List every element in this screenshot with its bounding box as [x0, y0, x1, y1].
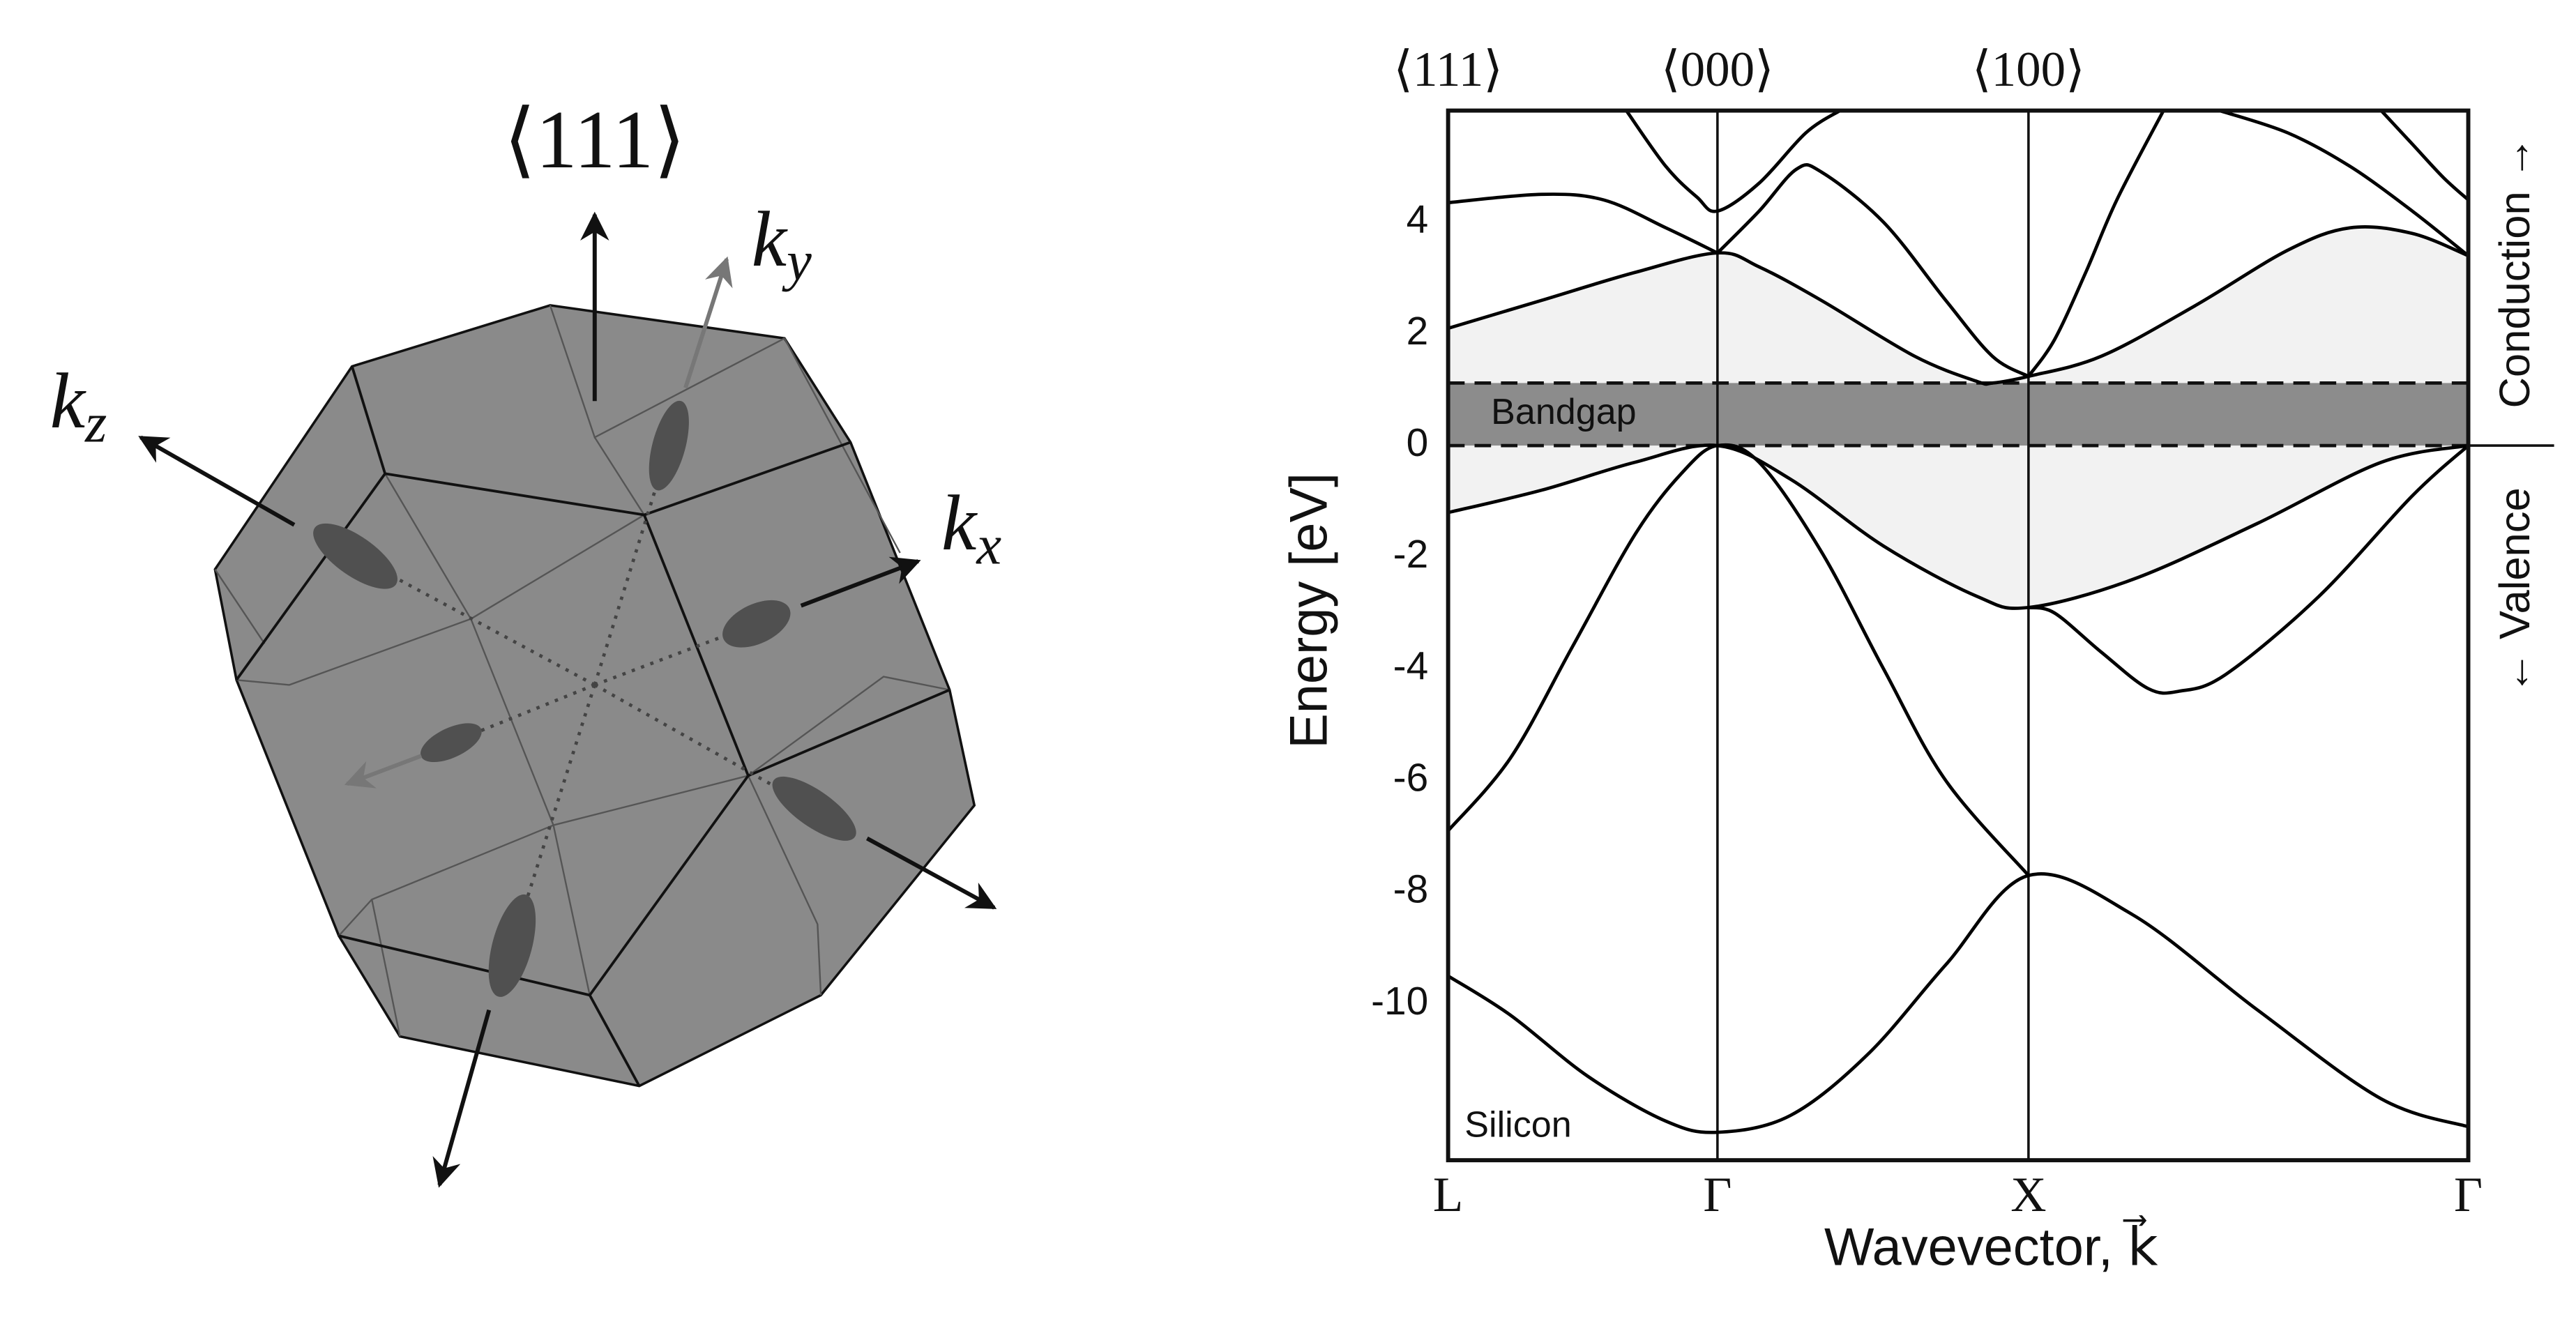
band-line [2379, 110, 2469, 201]
side-label: Conduction → [2491, 137, 2539, 409]
y-tick-label: 4 [1407, 198, 1429, 242]
x-axis-label: Wavevector, k⃗ [1824, 1215, 2158, 1277]
band-line [1448, 192, 1718, 254]
side-label: ← Valence [2491, 487, 2539, 694]
band-line [1448, 225, 2469, 386]
label-sub: x [976, 515, 1001, 577]
band-line [1448, 871, 2469, 1134]
bandgap-label: Bandgap [1491, 392, 1636, 432]
y-tick-label: -10 [1371, 980, 1428, 1023]
zone-edges [235, 365, 950, 1087]
x-tick-label: Γ [1703, 1168, 1732, 1222]
y-tick-label: -4 [1393, 644, 1429, 688]
zone-body [213, 304, 976, 1088]
y-tick-label: 0 [1407, 421, 1429, 465]
band-line [2218, 110, 2469, 257]
label-base: k [50, 357, 87, 445]
x-tick-label: X [2010, 1168, 2046, 1222]
diagram-label: kz [50, 357, 107, 455]
plot-area [1448, 110, 2469, 1161]
top-tick-label: ⟨111⟩ [1393, 43, 1503, 97]
label-sub: y [782, 231, 812, 293]
bandgap [1448, 383, 2469, 446]
band-line [2026, 110, 2165, 378]
band-line [1716, 163, 2030, 378]
y-tick-label: -6 [1393, 756, 1429, 800]
y-axis-label: Energy [eV] [1280, 473, 1339, 749]
faint-edges [214, 305, 950, 1037]
valleys [313, 400, 856, 997]
diagram-label: ⟨111⟩ [503, 94, 685, 185]
label-base: k [941, 479, 978, 567]
plot-overlay: Bandgap L Γ X Γ ⟨111⟩ ⟨000⟩ ⟨100⟩ -10 -8 -6 -4 -2 0 2 4… [1280, 43, 2554, 1277]
band-line [2028, 444, 2469, 695]
band-line [1448, 443, 2469, 610]
diagram-label: kx [941, 479, 1001, 577]
label-sub: z [84, 393, 107, 455]
annotation: Silicon [1464, 1105, 1571, 1145]
y-tick-label: 2 [1407, 310, 1429, 353]
y-tick-label: -8 [1393, 868, 1429, 912]
label-base: ⟨111⟩ [503, 94, 685, 185]
axis-arrows [138, 211, 997, 1188]
plot-frame [1446, 108, 2471, 1163]
x-tick-label: Γ [2454, 1168, 2483, 1222]
band-line [1625, 110, 1841, 213]
diagram-label: ky [752, 195, 812, 293]
y-tick-label: -2 [1393, 533, 1429, 577]
x-tick-label: L [1433, 1168, 1463, 1222]
top-tick-label: ⟨100⟩ [1972, 43, 2085, 97]
top-tick-label: ⟨000⟩ [1661, 43, 1774, 97]
label-base: k [752, 195, 789, 283]
brillouin-zone: ⟨111⟩ ky kz kx [50, 94, 1001, 1188]
